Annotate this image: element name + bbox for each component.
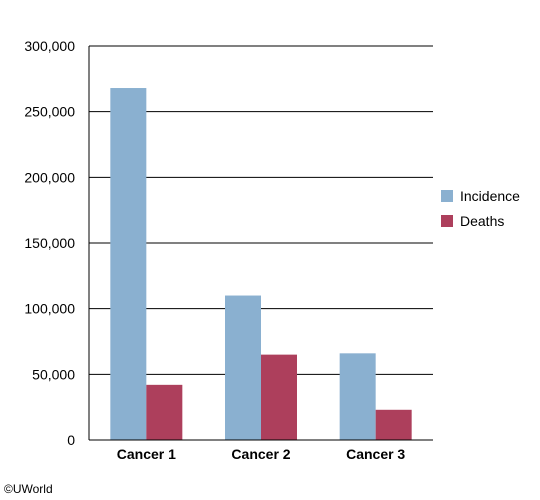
x-category-label: Cancer 3 [346, 446, 405, 462]
x-axis-category-labels: Cancer 1 Cancer 2 Cancer 3 [117, 446, 406, 462]
legend-swatch-incidence [441, 190, 453, 202]
copyright-notice: ©UWorld [4, 482, 53, 496]
y-tick-label: 50,000 [32, 366, 75, 382]
bar-deaths-2 [261, 354, 297, 440]
bars [110, 88, 412, 440]
y-tick-label: 100,000 [24, 301, 75, 317]
bar-incidence-2 [225, 295, 261, 440]
legend-label-incidence: Incidence [460, 188, 520, 204]
bar-deaths-1 [146, 384, 183, 440]
y-tick-label: 0 [67, 432, 75, 448]
y-tick-label: 150,000 [24, 235, 75, 251]
legend-swatch-deaths [441, 215, 453, 227]
y-axis-tick-labels: 0 50,000 100,000 150,000 200,000 250,000 300,0… [24, 38, 75, 448]
y-tick-label: 300,000 [24, 38, 75, 54]
x-category-label: Cancer 2 [231, 446, 290, 462]
bar-incidence-1 [110, 88, 147, 440]
axes [88, 46, 433, 441]
bar-deaths-3 [375, 409, 412, 440]
bar-incidence-3 [339, 353, 376, 440]
y-tick-label: 250,000 [24, 104, 75, 120]
x-category-label: Cancer 1 [117, 446, 176, 462]
legend: Incidence Deaths [441, 188, 520, 229]
legend-label-deaths: Deaths [460, 213, 504, 229]
y-tick-label: 200,000 [24, 169, 75, 185]
